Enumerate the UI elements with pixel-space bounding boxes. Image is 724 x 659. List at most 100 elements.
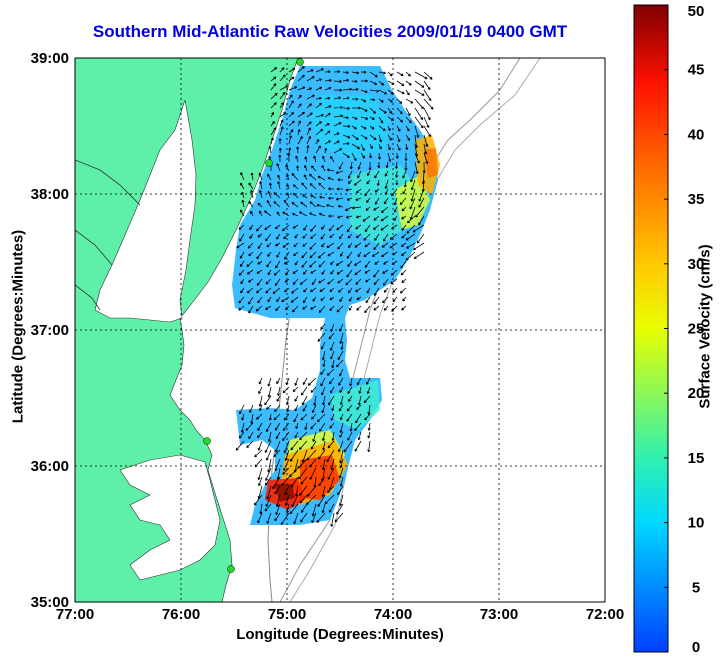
velocity-arrow [290,296,299,303]
velocity-arrow [327,251,335,257]
velocity-arrow [333,132,340,136]
velocity-arrow [405,251,416,261]
velocity-arrow [277,174,281,181]
velocity-arrow [365,296,371,304]
colorbar-tick-label: 10 [688,515,705,532]
velocity-arrow [355,278,362,285]
velocity-arrow [324,78,332,82]
velocity-arrow [310,422,317,430]
plot-area [75,58,605,602]
velocity-arrow [331,359,335,369]
velocity-arrow [311,413,317,420]
velocity-arrow [383,233,389,242]
velocity-arrow [311,512,317,523]
velocity-arrow [366,287,371,294]
velocity-arrow [250,413,254,424]
velocity-arrow [240,278,245,285]
velocity-arrow [322,155,326,163]
velocity-arrow [356,188,362,194]
velocity-arrow [297,86,306,91]
velocity-arrow [284,251,290,260]
velocity-arrow [364,224,371,233]
velocity-arrow [372,251,380,257]
velocity-arrow [315,96,322,100]
velocity-arrow [256,413,263,420]
velocity-arrow [423,98,434,110]
velocity-arrow [405,233,416,241]
velocity-arrow [402,170,407,179]
velocity-arrow [274,278,281,286]
velocity-arrow [294,233,299,239]
velocity-arrow [274,512,281,522]
velocity-arrow [381,251,389,258]
velocity-arrow [293,413,299,423]
velocity-arrow [351,152,357,161]
velocity-arrow [387,71,393,77]
velocity-arrow [324,130,331,136]
velocity-arrow [348,395,353,402]
velocity-arrow [405,125,410,132]
velocity-arrow [393,197,398,206]
velocity-arrow [289,503,299,515]
velocity-arrow [298,440,308,450]
velocity-arrow [383,305,389,311]
velocity-arrow [338,404,344,412]
velocity-arrow [289,449,299,462]
velocity-arrow [412,224,425,233]
velocity-arrow [364,269,371,274]
velocity-arrow [423,143,428,155]
velocity-arrow [246,440,254,448]
velocity-arrow [328,224,335,232]
velocity-arrow [239,404,245,415]
x-axis-label: Longitude (Degrees:Minutes) [236,626,444,643]
colorbar-tick-label: 20 [688,385,705,402]
velocity-arrow [267,190,272,199]
velocity-arrow [324,147,328,154]
velocity-arrow [373,278,380,286]
velocity-arrow [292,269,299,274]
velocity-arrow [250,172,254,181]
velocity-arrow [304,165,308,172]
velocity-arrow [275,494,281,508]
velocity-arrow [241,199,245,208]
velocity-arrow [330,260,335,266]
velocity-arrow [310,386,317,393]
velocity-arrow [321,386,326,396]
velocity-arrow [278,147,282,154]
velocity-arrow [282,386,290,394]
velocity-arrow [321,269,326,275]
velocity-arrow [423,125,431,138]
velocity-arrow [405,107,411,116]
velocity-arrow [395,170,399,178]
velocity-arrow [354,260,362,266]
velocity-arrow [360,134,368,140]
velocity-arrow [374,233,380,241]
colorbar-tick-label: 15 [688,450,705,467]
velocity-arrow [410,170,416,183]
velocity-arrow [245,422,254,431]
velocity-arrow [369,125,375,130]
velocity-arrow [362,215,371,222]
velocity-arrow [336,269,344,275]
velocity-arrow [414,152,420,164]
velocity-arrow [339,422,344,433]
velocity-arrow [294,431,299,439]
chesapeake-bay [94,99,197,323]
velocity-arrow [266,260,272,268]
velocity-arrow [241,413,245,421]
velocity-arrow [283,199,290,208]
velocity-arrow [239,209,245,217]
colorbar-tick-label: 30 [688,256,705,273]
velocity-arrow [266,485,272,500]
velocity-arrow [366,179,371,185]
velocity-arrow [335,197,344,201]
velocity-arrow [380,224,389,231]
velocity-arrow [258,172,263,181]
velocity-arrow [315,121,322,127]
velocity-arrow [309,260,317,268]
velocity-arrow [273,269,281,276]
velocity-arrow [279,91,286,100]
velocity-arrow [300,201,308,208]
velocity-arrow [415,206,425,218]
velocity-arrow [306,94,315,100]
